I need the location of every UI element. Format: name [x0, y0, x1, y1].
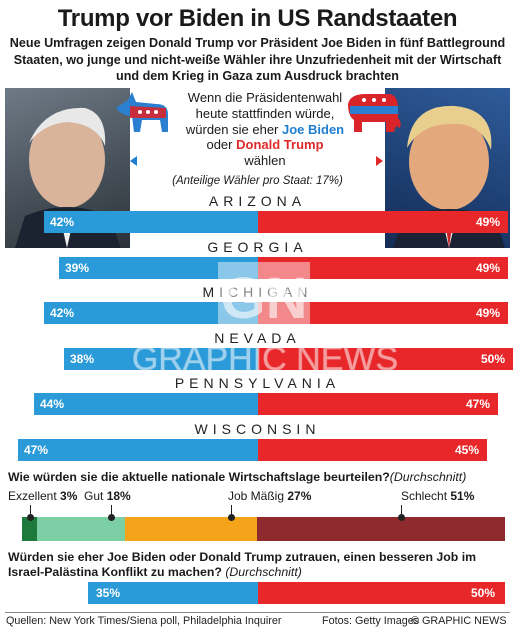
israel-question-text: Würden sie eher Joe Biden oder Donald Tr… — [8, 550, 477, 579]
economy-category: Job Mäßig — [228, 489, 288, 503]
economy-value: 27% — [287, 489, 312, 503]
economy-value: 18% — [106, 489, 131, 503]
economy-tick-dot — [398, 514, 405, 521]
biden-name: Joe Biden — [282, 121, 345, 137]
poll-question: Wenn die Präsidentenwahl heute stattfind… — [155, 90, 375, 169]
biden-value-label: 42% — [50, 215, 75, 229]
economy-label: Exzellent 3% — [8, 489, 77, 503]
economy-category: Exzellent — [8, 489, 61, 503]
biden-value-label: 47% — [24, 443, 49, 457]
state-label: WISCONSIN — [194, 421, 321, 437]
biden-bar: 39% — [59, 257, 258, 279]
biden-bar: 35% — [88, 582, 258, 604]
trump-name: Donald Trump — [236, 137, 324, 153]
footer-photos: Fotos: Getty Images — [322, 615, 420, 627]
question-line-4: oder Donald Trump — [155, 137, 375, 153]
chart-note: (Anteilige Wähler pro Staat: 17%) — [172, 175, 343, 187]
question-line-2: heute stattfinden würde, — [195, 105, 335, 121]
trump-pointer-icon — [376, 156, 383, 166]
economy-value: 3% — [60, 489, 78, 503]
economy-segment — [22, 517, 37, 541]
trump-value-label: 50% — [470, 586, 495, 600]
democrat-donkey-icon — [112, 88, 174, 143]
trump-bar: 45% — [258, 439, 487, 461]
question-line-5: wählen — [244, 153, 286, 169]
question-line-1: Wenn die Präsidentenwahl — [187, 90, 343, 105]
state-label: NEVADA — [214, 330, 301, 346]
question-line-3-text: würden sie eher — [185, 121, 279, 137]
biden-bar: 42% — [44, 302, 258, 324]
trump-bar: 49% — [258, 211, 508, 233]
economy-value: 51% — [450, 489, 475, 503]
biden-pointer-icon — [130, 156, 137, 166]
trump-bar: 49% — [258, 257, 508, 279]
question-line-3: würden sie eher Joe Biden — [155, 122, 375, 138]
economy-question: Wie würden sie die aktuelle nationale Wi… — [8, 470, 466, 484]
economy-tick — [401, 505, 402, 517]
economy-category: Schlecht — [401, 489, 451, 503]
biden-bar: 44% — [34, 393, 258, 415]
trump-bar: 50% — [258, 348, 513, 370]
economy-label: Schlecht 51% — [401, 489, 474, 503]
chart-subtitle: Neue Umfragen zeigen Donald Trump vor Pr… — [9, 36, 506, 83]
economy-label: Gut 18% — [84, 489, 131, 503]
trump-value-label: 49% — [475, 306, 500, 320]
economy-tick-dot — [108, 514, 115, 521]
state-label: ARIZONA — [208, 193, 307, 209]
footer-divider — [5, 612, 510, 613]
trump-value-label: 50% — [480, 352, 505, 366]
chart-title: Trump vor Biden in US Randstaaten — [57, 5, 458, 32]
trump-value-label: 49% — [475, 215, 500, 229]
trump-bar: 50% — [258, 582, 505, 604]
trump-value-label: 45% — [454, 443, 479, 457]
israel-question: Würden sie eher Joe Biden oder Donald Tr… — [8, 550, 508, 580]
biden-value-label: 38% — [70, 352, 95, 366]
trump-bar: 49% — [258, 302, 508, 324]
state-label: PENNSYLVANIA — [174, 375, 341, 391]
trump-value-label: 47% — [465, 397, 490, 411]
trump-value-label: 49% — [475, 261, 500, 275]
economy-segment — [125, 517, 257, 541]
economy-question-text: Wie würden sie die aktuelle nationale Wi… — [8, 470, 390, 484]
republican-elephant-icon — [340, 88, 402, 143]
trump-bar: 47% — [258, 393, 498, 415]
biden-bar: 42% — [44, 211, 258, 233]
economy-question-suffix: (Durchschnitt) — [389, 470, 467, 484]
state-label: GEORGIA — [207, 239, 308, 255]
biden-bar: 38% — [64, 348, 258, 370]
biden-bar: 47% — [18, 439, 258, 461]
biden-value-label: 39% — [65, 261, 90, 275]
economy-tick — [231, 505, 232, 517]
biden-value-label: 44% — [40, 397, 65, 411]
footer-copyright: © GRAPHIC NEWS — [411, 615, 507, 627]
footer-sources: Quellen: New York Times/Siena poll, Phil… — [6, 615, 282, 627]
economy-segment — [37, 517, 125, 541]
economy-tick-dot — [228, 514, 235, 521]
state-label: MICHIGAN — [202, 284, 313, 300]
economy-segment — [257, 517, 505, 541]
economy-label: Job Mäßig 27% — [228, 489, 311, 503]
question-oder: oder — [206, 137, 233, 153]
economy-tick — [30, 505, 31, 517]
biden-value-label: 35% — [96, 586, 121, 600]
economy-category: Gut — [84, 489, 107, 503]
economy-tick-dot — [27, 514, 34, 521]
israel-question-suffix: (Durchschnitt) — [225, 565, 302, 579]
economy-tick — [111, 505, 112, 517]
biden-value-label: 42% — [50, 306, 75, 320]
